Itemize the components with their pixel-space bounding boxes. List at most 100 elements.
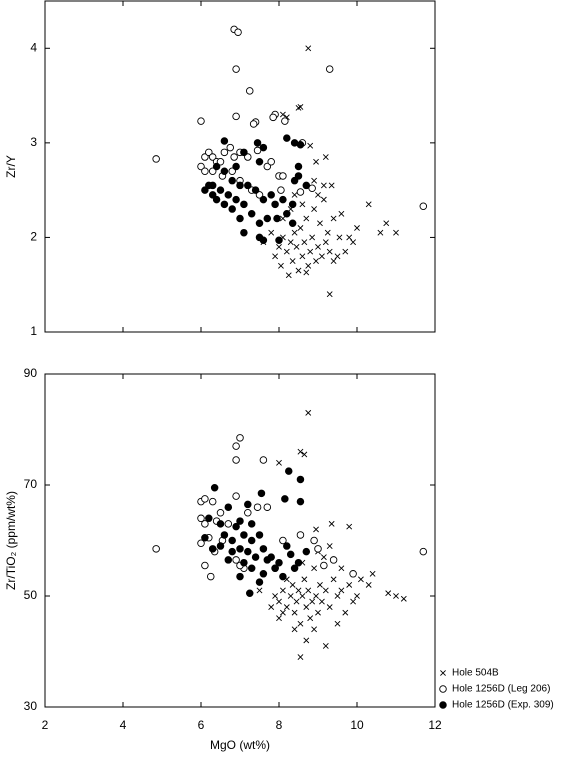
data-point: [309, 234, 316, 241]
data-point: [302, 181, 311, 190]
data-point: [232, 442, 240, 450]
data-point: [311, 626, 318, 633]
data-point: [263, 214, 272, 223]
data-point: [197, 514, 205, 523]
data-point: [291, 609, 298, 616]
data-point: [236, 517, 244, 525]
data-point: [205, 514, 213, 523]
data-point: [253, 146, 262, 155]
data-point: [247, 536, 256, 545]
data-point: [267, 191, 275, 199]
data-point: [224, 556, 233, 564]
plot-frame: [44, 0, 436, 333]
data-point: [283, 248, 290, 255]
data-point: [245, 87, 254, 95]
data-point: [289, 258, 296, 264]
data-point: [206, 572, 215, 581]
data-point: [334, 253, 341, 260]
data-point: [152, 545, 160, 553]
data-point: [310, 536, 318, 545]
x-tick-label: 12: [428, 718, 442, 732]
data-point: [244, 547, 252, 556]
data-point: [226, 143, 234, 152]
data-point: [400, 595, 407, 602]
legend-marker: [439, 701, 447, 709]
data-point: [296, 188, 305, 196]
data-point: [259, 195, 268, 204]
data-point: [287, 593, 294, 599]
data-point: [350, 598, 357, 605]
data-point: [275, 558, 283, 567]
data-point: [291, 229, 298, 236]
data-point: [320, 554, 327, 561]
data-point: [330, 258, 337, 264]
data-point: [240, 228, 248, 237]
data-point: [303, 269, 310, 276]
data-point: [338, 565, 345, 572]
data-point: [285, 272, 292, 279]
data-point: [330, 576, 337, 583]
data-point: [297, 620, 304, 627]
data-point: [288, 200, 297, 209]
data-point: [276, 243, 282, 250]
data-point: [393, 593, 399, 599]
data-point: [240, 200, 248, 209]
data-point: [220, 137, 229, 145]
data-point: [281, 495, 289, 503]
data-point: [201, 153, 209, 161]
data-point: [334, 593, 341, 599]
data-point: [220, 200, 229, 209]
data-point: [232, 492, 240, 500]
data-point: [313, 593, 319, 599]
data-point: [383, 220, 390, 227]
data-point: [276, 615, 282, 622]
data-point: [273, 214, 281, 223]
data-point: [253, 503, 262, 511]
data-point: [232, 556, 240, 564]
data-point: [208, 181, 217, 190]
data-point: [268, 229, 275, 236]
data-point: [212, 195, 221, 204]
legend-marker: [439, 685, 447, 693]
data-point: [308, 184, 316, 193]
data-point: [419, 547, 428, 556]
data-point: [208, 153, 217, 161]
data-point: [350, 239, 357, 246]
data-point: [232, 522, 240, 531]
data-point: [236, 434, 244, 442]
data-point: [311, 565, 318, 572]
data-point: [311, 206, 318, 212]
data-point: [320, 561, 328, 570]
data-point: [296, 531, 305, 539]
data-point: [249, 120, 258, 128]
data-point: [313, 158, 319, 165]
data-point: [357, 576, 364, 583]
data-point: [240, 531, 248, 539]
data-point: [322, 643, 329, 649]
data-point: [230, 153, 238, 161]
y-tick-label: 50: [24, 588, 38, 602]
data-point: [244, 500, 252, 509]
data-point: [297, 448, 304, 455]
data-point: [286, 550, 295, 559]
data-point: [342, 609, 349, 616]
data-point: [320, 182, 327, 189]
data-point: [259, 456, 268, 464]
data-point: [256, 587, 263, 594]
data-point: [267, 158, 275, 166]
data-point: [224, 191, 233, 199]
data-point: [320, 196, 327, 203]
data-point: [393, 229, 399, 236]
data-point: [201, 561, 209, 570]
data-point: [228, 536, 236, 545]
data-point: [334, 620, 341, 627]
data-point: [212, 162, 221, 171]
x-tick-label: 6: [198, 718, 205, 732]
data-point: [268, 604, 275, 611]
data-point: [244, 181, 252, 190]
data-point: [311, 177, 318, 184]
data-point: [259, 570, 268, 578]
data-point: [296, 475, 305, 484]
data-point: [247, 564, 256, 573]
data-point: [279, 111, 286, 118]
